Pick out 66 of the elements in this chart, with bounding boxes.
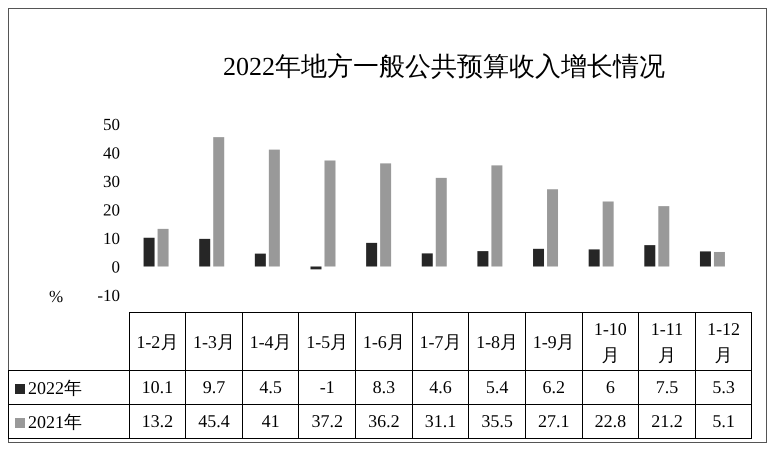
data-label: 21.2 [638, 404, 696, 438]
x-tick-label: 1-6月 [362, 330, 405, 354]
bar [588, 249, 600, 266]
data-label: 27.1 [525, 404, 582, 438]
data-label: 45.4 [186, 404, 242, 438]
x-tick-label: 1-3月 [192, 330, 235, 354]
y-tick-label: 20 [103, 200, 120, 220]
data-label: 37.2 [298, 404, 356, 438]
bar [533, 248, 544, 266]
y-tick-label: -10 [97, 286, 120, 306]
data-label: 31.1 [412, 404, 469, 438]
y-tick-label: 50 [103, 115, 120, 134]
bar [477, 251, 488, 266]
data-label: 5.3 [695, 370, 752, 404]
bar [213, 137, 224, 266]
bar [422, 253, 433, 266]
legend-label: 2022年 [8, 370, 129, 404]
data-label: 22.8 [582, 404, 639, 438]
y-tick-label: 10 [103, 229, 120, 248]
bar [714, 252, 725, 266]
bar [310, 266, 322, 270]
bar [366, 242, 378, 266]
bar [199, 238, 210, 266]
x-tick-label: 1-9月 [532, 330, 575, 354]
x-tick-label: 1-2月 [136, 330, 178, 354]
data-label: 10.1 [129, 370, 186, 404]
data-label: 41 [242, 404, 299, 438]
data-label: 5.1 [695, 404, 752, 438]
data-label: 6 [582, 370, 639, 404]
data-label: 35.5 [468, 404, 526, 438]
bar [380, 163, 392, 266]
data-label: 13.2 [129, 404, 186, 438]
bar [644, 245, 656, 266]
y-tick-label: 30 [103, 172, 120, 192]
x-tick-label: 1-11月 [650, 318, 684, 366]
x-tick-label: 1-8月 [476, 330, 518, 354]
data-label: 4.6 [412, 370, 469, 404]
bar [602, 202, 614, 266]
bar [324, 160, 336, 266]
data-label: 9.7 [186, 370, 242, 404]
data-label: 8.3 [356, 370, 412, 404]
legend-label: 2021年 [8, 404, 129, 438]
x-tick-label: 1-5月 [306, 330, 348, 354]
bar [436, 178, 447, 266]
chart-title: 2022年地方一般公共预算收入增长情况 [222, 51, 666, 83]
y-tick-label: 0 [112, 258, 120, 277]
data-label: 5.4 [468, 370, 526, 404]
bar [268, 150, 280, 266]
x-tick-label: 1-10月 [592, 318, 628, 366]
data-label: 36.2 [356, 404, 412, 438]
bar [144, 238, 155, 266]
y-tick-label: 40 [103, 144, 120, 163]
x-tick-label: 1-4月 [250, 330, 292, 354]
x-tick-label: 1-12月 [706, 318, 742, 366]
x-tick-label: 1-7月 [419, 330, 462, 354]
y-axis-title: % [49, 287, 64, 307]
data-label: 7.5 [638, 370, 696, 404]
bar [254, 254, 266, 266]
bar [547, 189, 558, 266]
bar [700, 251, 711, 266]
bar [658, 206, 670, 266]
bar [158, 228, 169, 266]
data-label: 4.5 [242, 370, 299, 404]
data-label: 6.2 [525, 370, 582, 404]
data-label: -1 [298, 370, 356, 404]
bar [491, 165, 502, 266]
